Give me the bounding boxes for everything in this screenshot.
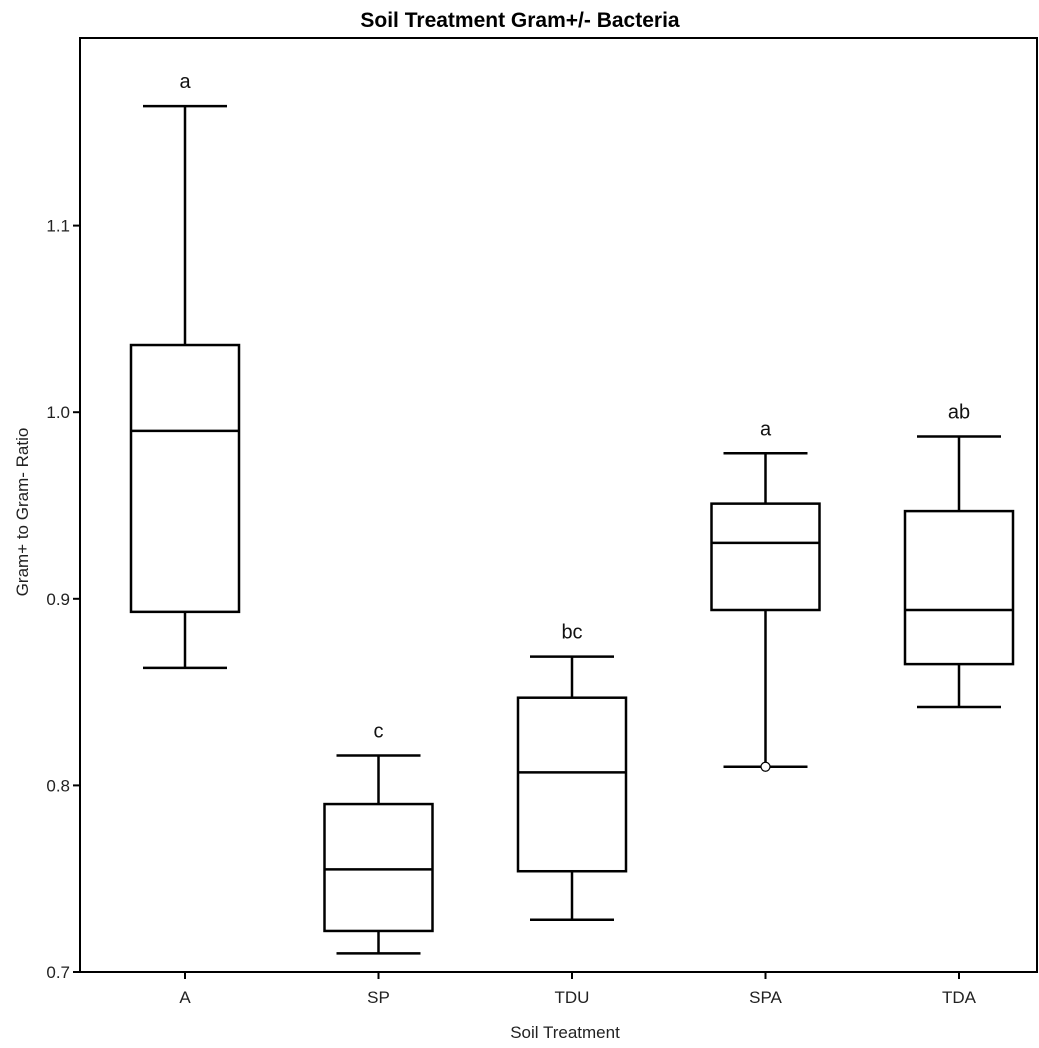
group-letter-label: c [374,721,384,743]
iqr-box [516,696,628,873]
plot-border [79,37,1038,973]
group-letter-label: ab [948,401,970,423]
x-tick-label: A [179,988,191,1007]
x-tick-label: SP [367,988,390,1007]
y-tick-label: 0.8 [46,776,70,795]
y-axis: 0.7 0.8 0.9 1.0 1.1 [46,217,80,982]
y-tick-label: 0.7 [46,963,70,982]
x-axis: A SP TDU SPA TDA [179,972,977,1007]
iqr-box [323,802,434,933]
y-tick-label: 1.0 [46,403,70,422]
boxes: a c bc a ab [129,71,1015,955]
chart-title: Soil Treatment Gram+/- Bacteria [360,9,680,32]
x-axis-title: Soil Treatment [510,1023,620,1042]
group-letter-label: bc [561,622,582,644]
outlier-point [760,761,771,772]
box-tda: ab [903,401,1015,709]
iqr-box [129,343,241,614]
plot-frame [79,37,1038,973]
box-spa: a [710,418,821,772]
box-sp: c [323,721,434,955]
iqr-box [903,509,1015,666]
box-tdu: bc [516,622,628,922]
x-tick-label: TDA [942,988,977,1007]
box-a: a [129,71,241,670]
x-tick-label: TDU [555,988,590,1007]
y-tick-label: 1.1 [46,217,70,236]
group-letter-label: a [179,71,191,93]
y-axis-title: Gram+ to Gram- Ratio [13,428,32,597]
x-tick-label: SPA [749,988,782,1007]
group-letter-label: a [760,418,772,440]
iqr-box [710,502,821,612]
y-tick-label: 0.9 [46,590,70,609]
